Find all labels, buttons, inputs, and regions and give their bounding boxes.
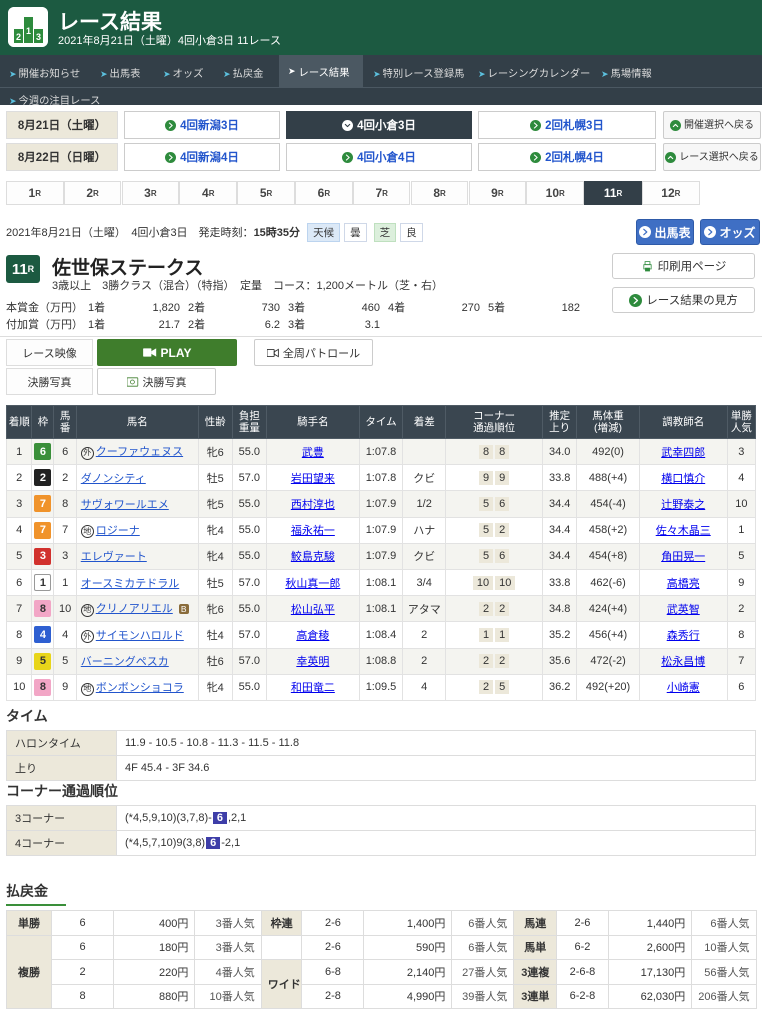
svg-text:2: 2 <box>16 32 21 42</box>
svg-text:1: 1 <box>26 26 31 36</box>
svg-text:3: 3 <box>36 32 41 42</box>
